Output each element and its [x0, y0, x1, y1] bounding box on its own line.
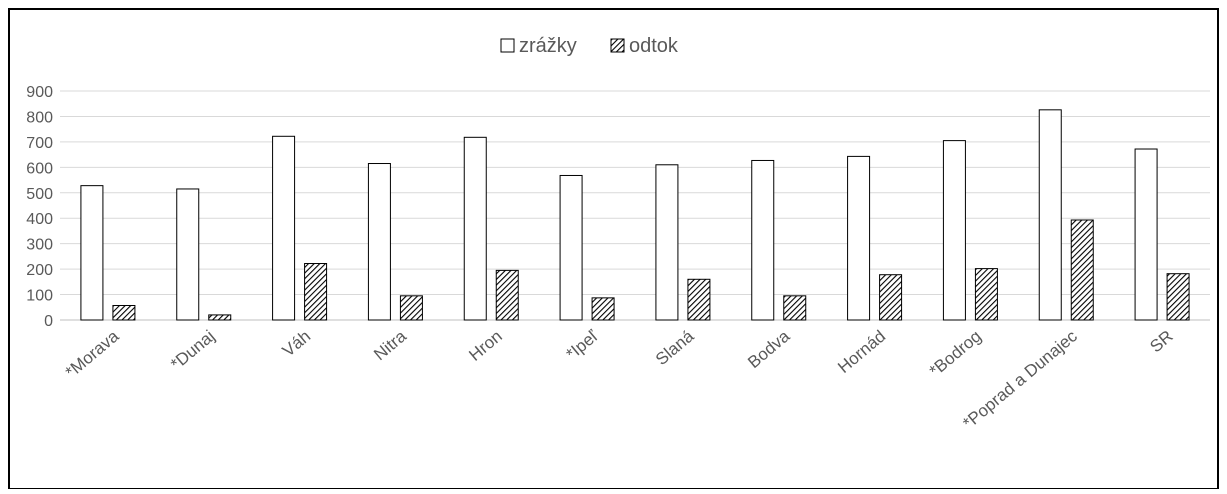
bar-zrazky	[463, 136, 487, 321]
y-tick-label: 400	[26, 211, 53, 228]
y-tick-label: 200	[26, 262, 53, 279]
y-tick-label: 900	[26, 84, 53, 101]
bar-odtok	[1070, 219, 1094, 321]
bar-odtok	[879, 274, 903, 321]
bar-odtok	[974, 268, 998, 321]
bar-zrazky	[942, 140, 966, 321]
bar-odtok	[304, 263, 328, 321]
legend-label-zrazky: zrážky	[519, 35, 577, 57]
y-tick-label: 0	[44, 313, 53, 330]
bar-odtok	[591, 297, 615, 321]
y-tick-label: 600	[26, 160, 53, 177]
bar-odtok	[495, 269, 519, 321]
bar-zrazky	[1134, 148, 1158, 321]
bar-zrazky	[80, 185, 104, 321]
gridlines	[60, 90, 1210, 321]
bar-zrazky	[751, 159, 775, 321]
bar-zrazky	[272, 135, 296, 321]
bar-odtok	[783, 295, 807, 321]
chart-border	[8, 8, 1219, 490]
bar-zrazky	[559, 174, 583, 321]
bar-odtok	[112, 304, 136, 321]
bar-zrazky	[655, 164, 679, 321]
y-tick-label: 100	[26, 288, 53, 305]
y-tick-label: 700	[26, 135, 53, 152]
y-axis: 0 100 200 300 400 500 600 700 800 900	[26, 84, 53, 330]
bar-odtok	[399, 295, 423, 321]
y-tick-label: 300	[26, 237, 53, 254]
legend-label-odtok: odtok	[629, 35, 679, 57]
y-tick-label: 500	[26, 186, 53, 203]
bar-odtok	[687, 278, 711, 321]
bar-zrazky	[176, 188, 200, 321]
bar-odtok	[208, 314, 232, 321]
bar-zrazky	[1038, 109, 1062, 321]
bar-odtok	[1166, 273, 1190, 321]
bar-zrazky	[367, 163, 391, 321]
bar-zrazky	[847, 155, 871, 321]
legend-swatch-odtok	[610, 38, 625, 53]
bars	[80, 109, 1190, 321]
legend-swatch-zrazky	[500, 38, 515, 53]
y-tick-label: 800	[26, 109, 53, 126]
legend: zrážky odtok	[500, 35, 679, 57]
